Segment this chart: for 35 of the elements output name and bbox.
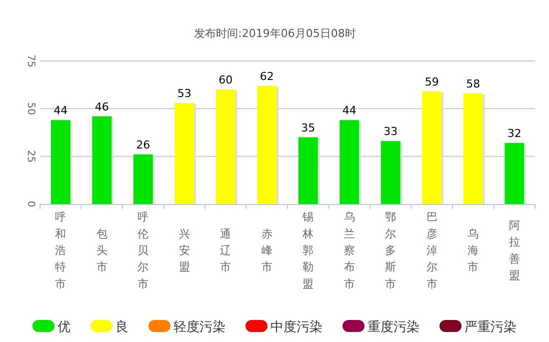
data-label: 35 <box>301 121 316 134</box>
x-tick-label: 包头市 <box>96 227 108 274</box>
legend-label: 优 <box>58 320 70 335</box>
data-label: 58 <box>466 77 480 90</box>
x-tick-label: 锡林郭勒盟 <box>302 210 314 290</box>
data-label: 44 <box>54 104 68 118</box>
chart-title: 发布时间:2019年06月05日08时 <box>194 27 356 40</box>
x-tick-label: 呼和浩特市 <box>55 210 66 290</box>
x-tick-label: 呼伦贝尔市 <box>138 210 149 290</box>
legend-label: 良 <box>116 320 128 335</box>
data-label: 60 <box>218 74 233 87</box>
data-label: 62 <box>260 70 274 83</box>
x-tick-label: 通辽市 <box>220 227 232 274</box>
x-tick-label: 阿拉善盟 <box>508 218 520 282</box>
data-label: 33 <box>384 125 398 138</box>
x-tick-label: 乌海市 <box>468 227 479 274</box>
data-label: 44 <box>342 104 356 118</box>
legend-label: 严重污染 <box>464 320 516 335</box>
legend-label: 轻度污染 <box>174 319 226 335</box>
y-tick-label: 25 <box>25 150 36 163</box>
x-tick-label: 赤峰市 <box>261 227 272 274</box>
x-tick-label: 鄂尔多斯市 <box>385 210 396 290</box>
data-label: 26 <box>136 138 150 152</box>
x-tick-label: 巴彦淖尔市 <box>426 210 438 290</box>
data-label: 59 <box>424 76 439 89</box>
data-label: 46 <box>94 100 109 114</box>
y-tick-label: 0 <box>25 200 36 208</box>
y-tick-label: 75 <box>25 54 36 68</box>
data-label: 32 <box>507 126 522 140</box>
legend-label: 重度污染 <box>368 319 420 335</box>
x-tick-label: 乌兰察布市 <box>344 210 355 290</box>
legend-label: 中度污染 <box>270 319 322 335</box>
x-tick-label: 兴安盟 <box>178 227 190 274</box>
data-label: 53 <box>177 86 192 100</box>
y-tick-label: 50 <box>25 102 36 116</box>
